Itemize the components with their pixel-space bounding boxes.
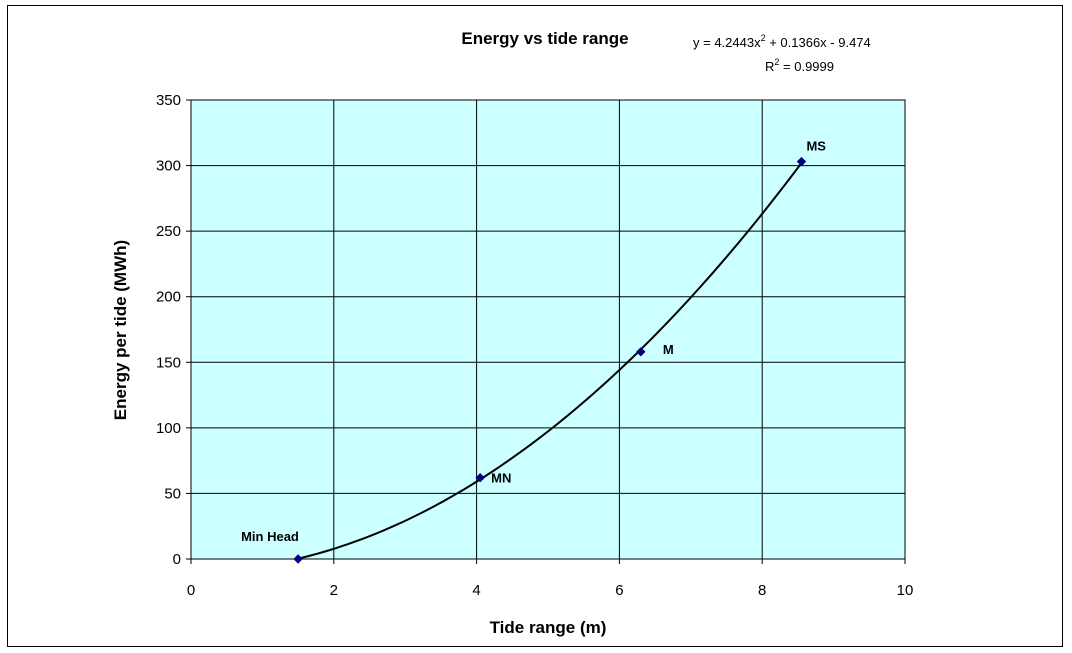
data-point-label: MS (806, 139, 826, 154)
y-tick-label: 0 (173, 551, 181, 568)
data-point-label: MN (491, 471, 511, 486)
data-point-label: M (663, 342, 674, 357)
data-point-marker (636, 347, 646, 357)
data-point-marker (293, 554, 303, 564)
x-tick-labels: 0 2 4 6 8 10 (187, 582, 914, 599)
chart-title: Energy vs tide range (461, 29, 628, 48)
y-tick-label: 50 (164, 485, 181, 502)
x-tick-label: 0 (187, 582, 195, 599)
data-point-label: Min Head (241, 529, 299, 544)
trendline-equation: y = 4.2443x2 + 0.1366x - 9.474 (693, 33, 871, 50)
trendline-r-squared: R2 = 0.9999 (765, 57, 834, 74)
trendline (297, 162, 803, 560)
y-tick-label: 100 (156, 420, 181, 437)
y-tick-label: 200 (156, 289, 181, 306)
y-tick-label: 300 (156, 158, 181, 175)
x-tick-label: 8 (758, 582, 766, 599)
plot-area (190, 99, 906, 560)
x-axis-title: Tide range (m) (490, 618, 607, 637)
y-axis-title: Energy per tide (MWh) (111, 240, 130, 420)
x-tick-label: 4 (472, 582, 480, 599)
x-tick-label: 2 (330, 582, 338, 599)
data-point-marker (796, 156, 807, 167)
data-points: Min Head MN M MS (241, 139, 826, 564)
data-point-marker (475, 472, 485, 483)
y-tick-labels: 0 50 100 150 200 250 300 350 (156, 92, 181, 568)
y-tick-label: 250 (156, 223, 181, 240)
x-tick-label: 6 (615, 582, 623, 599)
x-tick-label: 10 (897, 582, 914, 599)
y-tick-label: 350 (156, 92, 181, 109)
y-tick-label: 150 (156, 354, 181, 371)
